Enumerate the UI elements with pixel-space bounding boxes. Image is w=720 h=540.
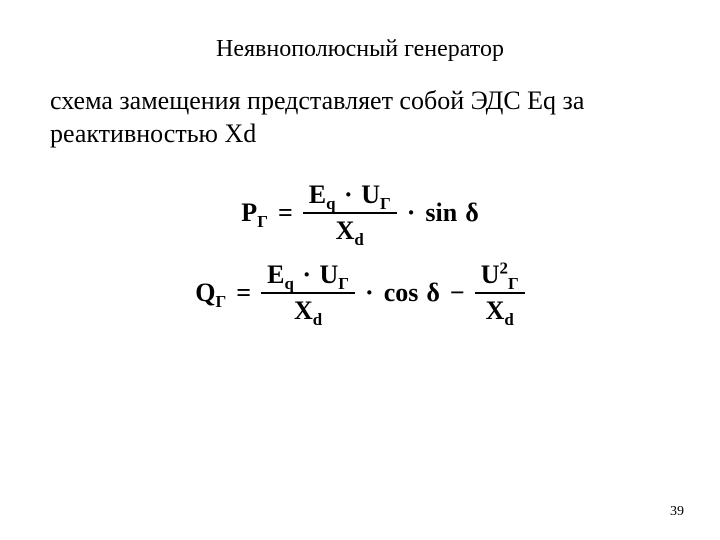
X2: X xyxy=(486,296,505,325)
E-sub: q xyxy=(326,194,335,213)
lhs-base: Q xyxy=(195,278,215,307)
fraction-2: U2Г Xd xyxy=(475,260,525,326)
minus: − xyxy=(448,278,467,308)
denominator: Xd xyxy=(330,216,370,246)
denominator-2: Xd xyxy=(480,296,520,326)
lhs-base: P xyxy=(241,198,257,227)
slide-title: Неявнополюсный генератор xyxy=(50,36,670,63)
numerator: Eq · UГ xyxy=(261,260,355,290)
dot-after: · xyxy=(405,198,418,228)
U2-sup: 2 xyxy=(500,258,508,277)
E-sub: q xyxy=(284,274,293,293)
formula-block: PГ = Eq · UГ Xd · sin δ QГ xyxy=(50,180,670,326)
trig: cos xyxy=(384,278,419,308)
dot: · xyxy=(300,260,313,289)
equation-p: PГ = Eq · UГ Xd · sin δ xyxy=(241,180,478,246)
fraction-1: Eq · UГ Xd xyxy=(261,260,355,326)
dot-after: · xyxy=(363,278,376,308)
lhs-sub: Г xyxy=(257,212,268,231)
X: X xyxy=(294,296,313,325)
fraction-1: Eq · UГ Xd xyxy=(303,180,397,246)
U: U xyxy=(320,260,339,289)
X-sub: d xyxy=(354,230,363,249)
page-number: 39 xyxy=(670,504,684,520)
denominator: Xd xyxy=(288,296,328,326)
lhs: PГ xyxy=(241,198,268,228)
body-text: схема замещения представляет собой ЭДС E… xyxy=(50,85,670,150)
U: U xyxy=(361,180,380,209)
E: E xyxy=(309,180,326,209)
delta: δ xyxy=(426,278,440,308)
X: X xyxy=(336,216,355,245)
dot: · xyxy=(342,180,355,209)
fraction-bar-2 xyxy=(475,292,525,294)
equals: = xyxy=(234,278,253,308)
lhs: QГ xyxy=(195,278,226,308)
equation-q: QГ = Eq · UГ Xd · cos δ − U2Г xyxy=(195,260,524,326)
numerator-2: U2Г xyxy=(475,260,525,290)
U-sub: Г xyxy=(380,194,391,213)
lhs-sub: Г xyxy=(216,292,227,311)
trig: sin xyxy=(425,198,457,228)
delta: δ xyxy=(465,198,479,228)
fraction-bar xyxy=(303,212,397,214)
U2: U xyxy=(481,260,500,289)
equals: = xyxy=(276,198,295,228)
X2-sub: d xyxy=(504,310,513,329)
fraction-bar xyxy=(261,292,355,294)
X-sub: d xyxy=(313,310,322,329)
U-sub: Г xyxy=(338,274,349,293)
numerator: Eq · UГ xyxy=(303,180,397,210)
U2-sub: Г xyxy=(508,274,519,293)
E: E xyxy=(267,260,284,289)
